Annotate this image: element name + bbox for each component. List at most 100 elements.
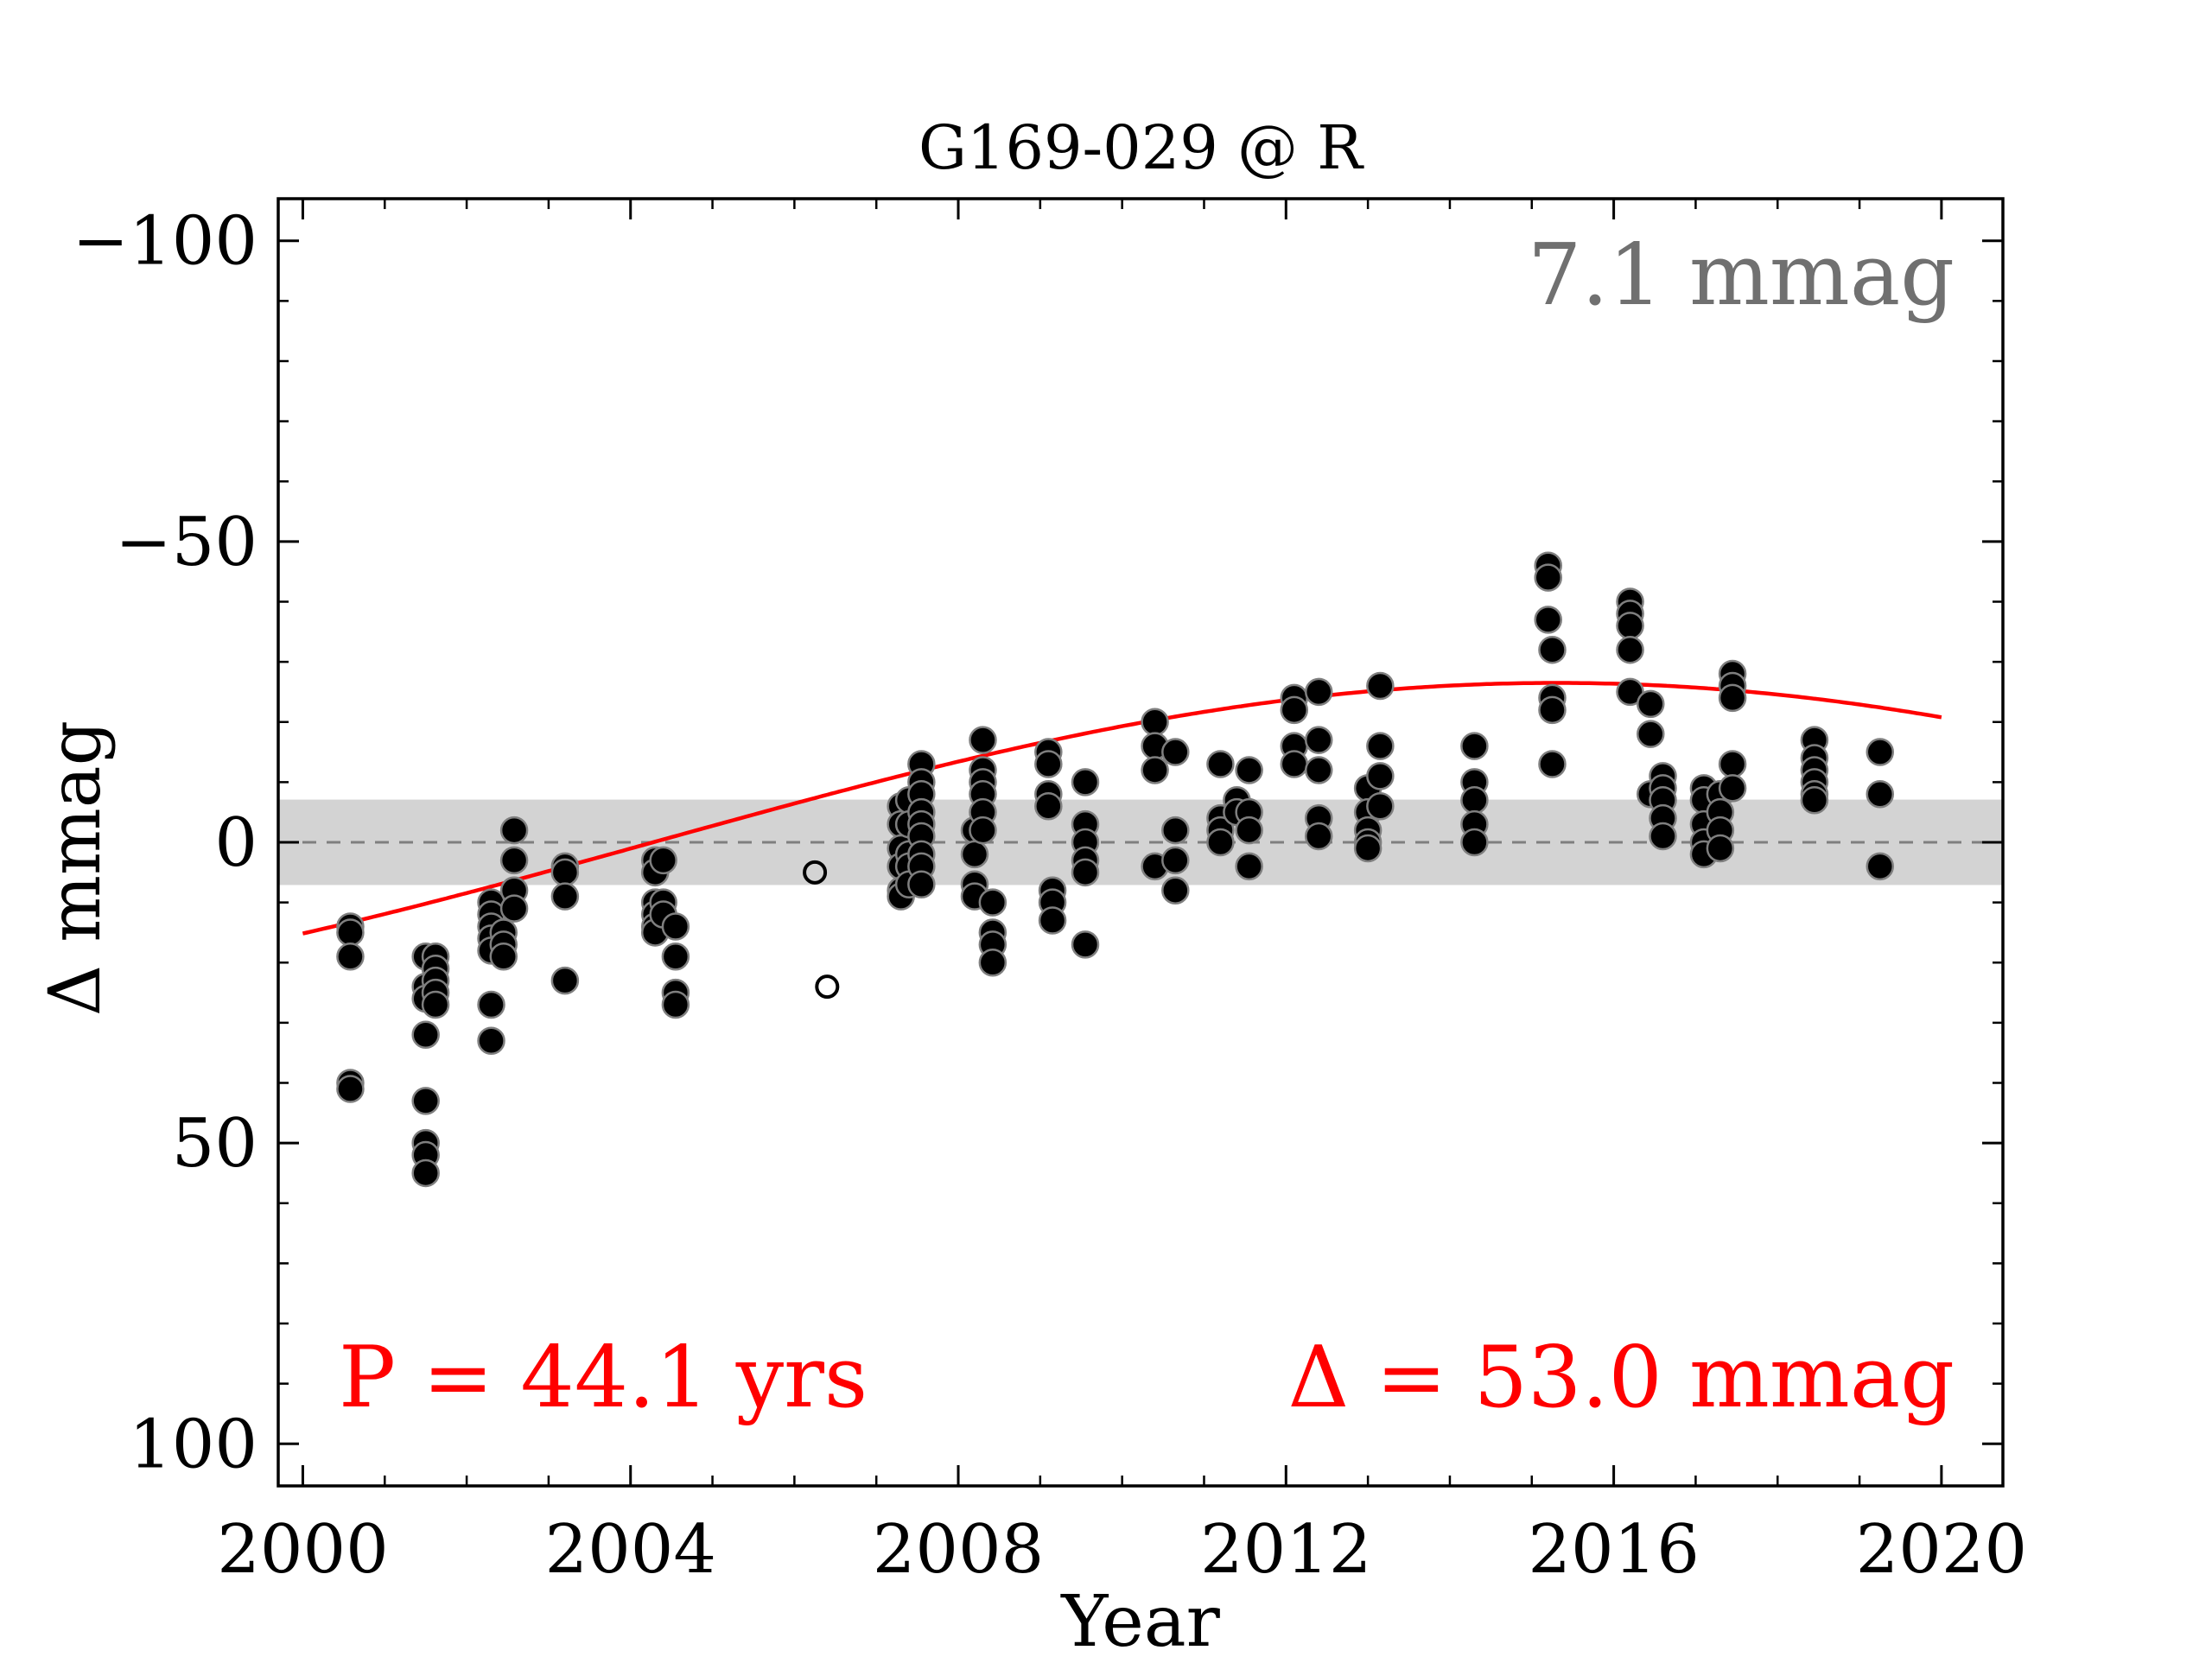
data-point [1460,732,1489,760]
data-point [1534,563,1562,592]
data-point [489,943,518,971]
x-tick-label: 2020 [1856,1511,2028,1589]
data-point [1538,750,1567,778]
data-point [336,1075,365,1103]
data-point [1866,852,1895,881]
y-axis-label: Δ mmag [35,720,117,1016]
data-point [661,990,690,1019]
data-point [1034,791,1063,821]
data-point [1280,695,1309,725]
data-point [1366,671,1395,701]
data-point [421,990,450,1019]
data-point [1534,606,1562,634]
amplitude-annotation: Δ = 53.0 mmag [1287,1329,1955,1427]
data-point [1800,786,1829,815]
data-point [336,943,365,971]
data-point [1206,828,1235,857]
data-point [907,870,936,898]
data-point [1235,852,1263,881]
plot-frame [276,197,2005,1488]
x-tick-label: 2000 [217,1511,389,1589]
data-point [969,816,997,845]
open-data-point [803,860,828,885]
x-tick-label: 2016 [1528,1511,1700,1589]
x-tick-label: 2012 [1200,1511,1372,1589]
data-point [1304,822,1333,851]
data-point [1538,695,1567,725]
data-point [499,846,529,875]
data-point [1161,738,1190,766]
data-point [550,966,580,995]
x-tick-label: 2004 [544,1511,716,1589]
data-point [1038,906,1067,935]
data-point [661,943,690,971]
data-point [1280,750,1309,778]
data-point [978,949,1007,977]
points-layer [336,551,1895,1188]
data-point [969,726,997,754]
data-point [960,840,989,869]
y-tick-label: −50 [115,504,257,581]
data-point [477,990,505,1019]
data-point [1071,858,1100,887]
scatter-band [278,799,2003,885]
data-point [1649,822,1677,851]
data-point [1616,635,1644,664]
data-point [1304,756,1333,784]
data-point [477,1026,505,1056]
data-point [1706,834,1735,863]
open-data-point [815,974,840,1000]
data-point [411,1020,440,1050]
data-point [499,894,529,923]
data-point [1141,708,1169,736]
data-point [1366,762,1395,790]
data-point [1718,750,1747,778]
data-point [1206,750,1235,778]
data-point [1616,612,1644,640]
data-point [1161,876,1190,904]
data-point [1866,738,1895,766]
data-point [661,912,690,941]
data-point [1637,689,1665,719]
data-point [336,918,365,947]
x-axis-label: Year [1060,1581,1220,1659]
data-point [978,888,1007,917]
data-point [1071,768,1100,797]
data-point [1718,774,1747,803]
y-tick-label: 100 [129,1406,257,1483]
data-point [550,882,580,911]
period-annotation: P = 44.1 yrs [339,1329,868,1427]
chart-title: G169-029 @ R [918,112,1364,183]
data-point [1866,780,1895,809]
y-tick-label: 50 [172,1105,257,1183]
data-point [550,858,580,887]
data-point [1034,750,1063,778]
data-point [1071,930,1100,959]
y-tick-label: 0 [214,804,257,882]
data-point [1235,816,1263,845]
data-point [1161,816,1190,845]
data-point [1718,683,1747,713]
data-point [1353,834,1382,863]
scatter-band-layer [278,799,2003,885]
data-point [1538,635,1567,664]
data-point [1304,677,1333,707]
text-layer: G169-029 @ R Year Δ mmag 7.1 mmag P = 44… [35,112,2028,1663]
data-point [1460,786,1489,815]
data-point [1304,726,1333,754]
x-tick-label: 2008 [873,1511,1045,1589]
data-point [411,1087,440,1115]
data-point [1161,846,1190,875]
data-point [1366,791,1395,821]
data-point [1460,828,1489,857]
data-point [1637,720,1665,748]
data-point [1141,756,1169,784]
frame-layer [276,197,2005,1488]
data-point [1366,732,1395,760]
data-point [499,816,529,845]
y-tick-label: −100 [73,203,257,281]
data-point [649,846,677,875]
data-point [411,1158,440,1188]
